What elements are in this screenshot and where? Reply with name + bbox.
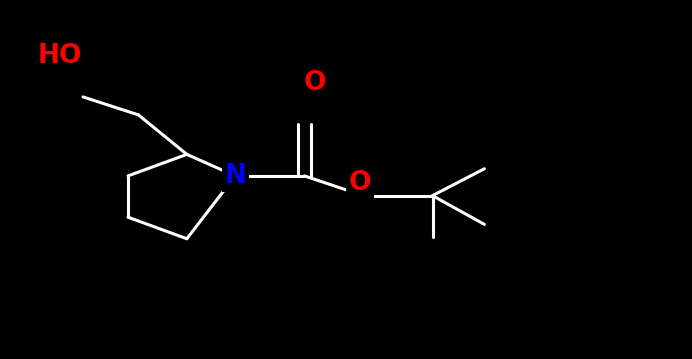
Text: O: O [349, 170, 371, 196]
Text: O: O [304, 70, 326, 95]
Text: HO: HO [38, 43, 82, 69]
Text: N: N [224, 163, 246, 189]
Text: N: N [224, 163, 246, 189]
Text: O: O [304, 70, 326, 95]
Text: O: O [349, 170, 371, 196]
Text: HO: HO [38, 43, 82, 69]
